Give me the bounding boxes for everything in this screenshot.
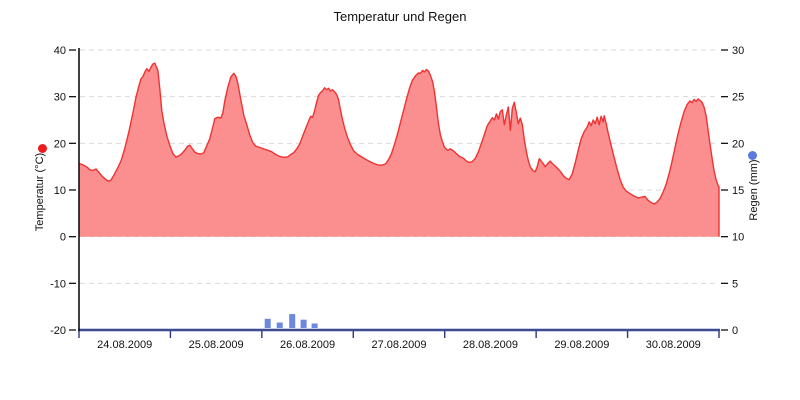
left-tick-label: -20 [50, 325, 66, 337]
rain-bar [289, 314, 296, 330]
left-tick-label: -10 [50, 278, 66, 290]
right-tick-label: 20 [732, 138, 744, 150]
rain-legend-marker-icon [748, 151, 757, 160]
x-tick-label: 30.08.2009 [646, 339, 701, 351]
x-tick-label: 24.08.2009 [97, 339, 152, 351]
temperature-area [79, 63, 719, 237]
left-tick-label: 10 [54, 185, 66, 197]
chart-title: Temperatur und Regen [333, 9, 467, 24]
right-tick-label: 10 [732, 232, 744, 244]
left-axis-title: Temperatur (°C) [34, 152, 46, 232]
rain-bar [264, 318, 271, 330]
right-tick-label: 30 [732, 45, 744, 57]
temperature-legend-marker-icon [38, 144, 47, 153]
left-tick-label: 40 [54, 45, 66, 57]
temperature-line [78, 62, 720, 237]
left-tick-label: 0 [60, 232, 66, 244]
right-tick-label: 15 [732, 185, 744, 197]
x-tick-label: 26.08.2009 [280, 339, 335, 351]
x-tick-label: 28.08.2009 [463, 339, 518, 351]
left-tick-label: 30 [54, 92, 66, 104]
x-tick-label: 25.08.2009 [189, 339, 244, 351]
x-tick-label: 27.08.2009 [371, 339, 426, 351]
rain-bar [300, 319, 307, 330]
right-tick-label: 5 [732, 278, 738, 290]
right-tick-label: 0 [732, 325, 738, 337]
rain-bar [276, 322, 283, 330]
right-tick-label: 25 [732, 92, 744, 104]
rain-bar [311, 323, 318, 330]
right-axis-title: Regen (mm) [748, 159, 760, 221]
left-tick-label: 20 [54, 138, 66, 150]
x-tick-label: 29.08.2009 [554, 339, 609, 351]
